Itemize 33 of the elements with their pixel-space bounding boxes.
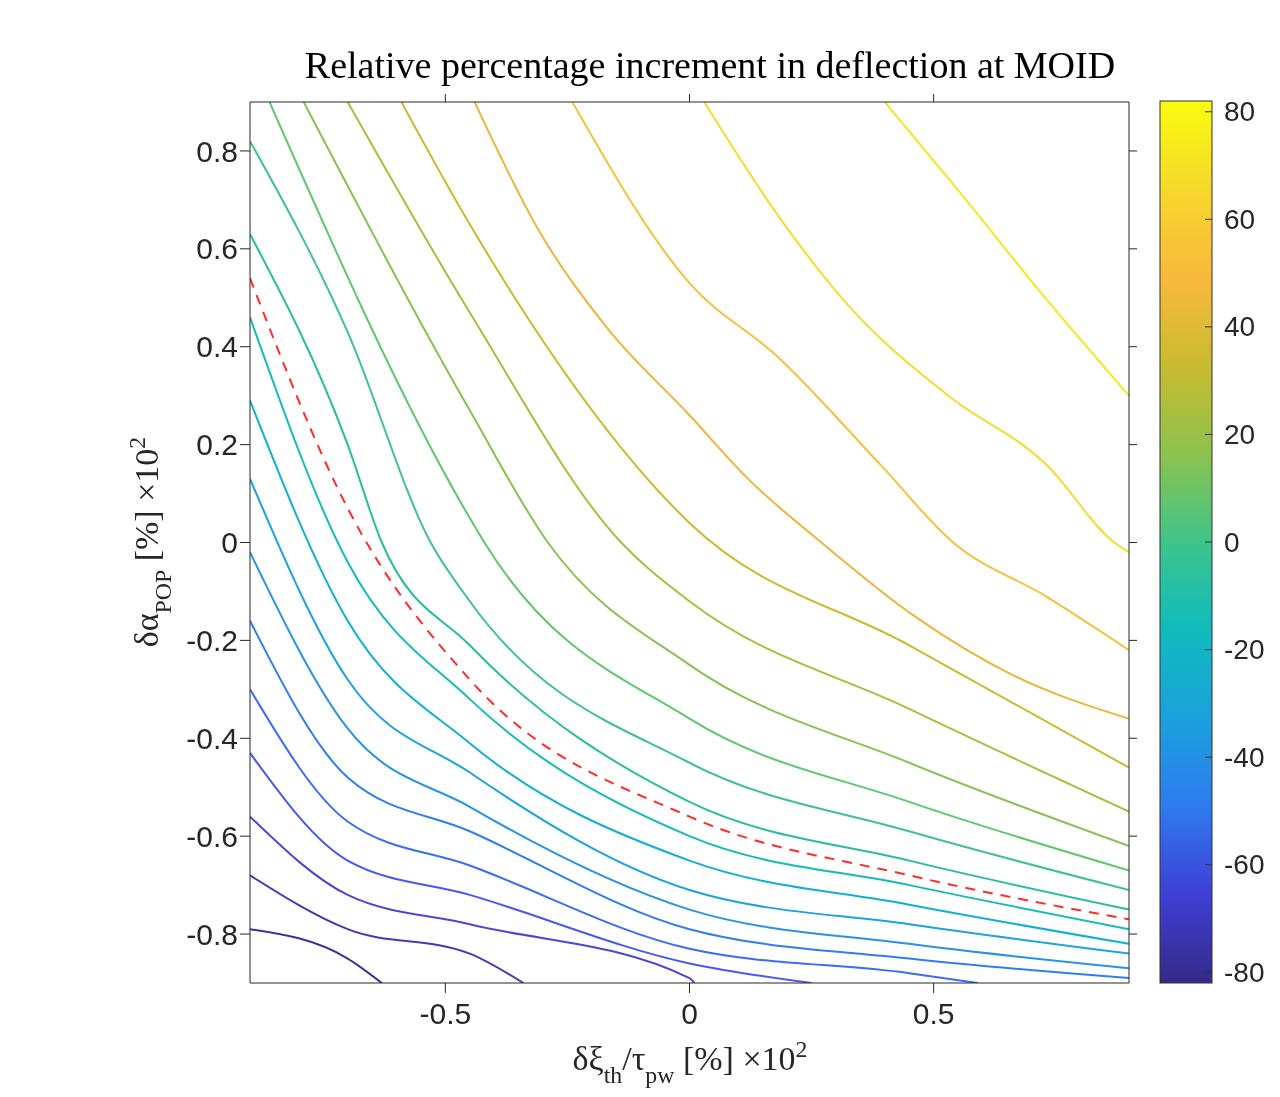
color-bar-label: 60 bbox=[1224, 203, 1256, 235]
line-series bbox=[473, 102, 1129, 720]
y-tick-label: -0.6 bbox=[186, 819, 238, 853]
line-series bbox=[703, 102, 1129, 554]
y-tick-label: 0.4 bbox=[196, 330, 238, 364]
x-tick-label: 0.5 bbox=[912, 997, 955, 1031]
chart-title: Relative percentage increment in deflection at MOID bbox=[304, 44, 1116, 86]
line-series bbox=[250, 477, 1129, 955]
x-axis-title: δξ$_{th}$/τ$_{pw}$ [%] ×10$^{2}$ bbox=[572, 1036, 808, 1088]
line-series bbox=[250, 551, 1129, 970]
y-tick-label: 0.2 bbox=[196, 428, 238, 462]
color-bar-label: 40 bbox=[1224, 311, 1256, 343]
y-tick-label: 0.6 bbox=[196, 232, 238, 266]
line-series bbox=[571, 102, 1129, 652]
color-bar-label: -20 bbox=[1224, 634, 1265, 666]
color-bar-label: -60 bbox=[1224, 849, 1265, 881]
line-series bbox=[250, 815, 696, 983]
color-bar-label: -80 bbox=[1224, 956, 1265, 988]
color-bar-label: 80 bbox=[1224, 96, 1256, 128]
line-series bbox=[250, 399, 1129, 945]
y-tick-label: 0.8 bbox=[196, 134, 238, 168]
y-tick-label: 0 bbox=[221, 526, 238, 560]
y-tick-label: -0.4 bbox=[186, 721, 238, 755]
color-bar-label: 20 bbox=[1224, 418, 1256, 450]
line-series bbox=[250, 619, 1129, 980]
x-tick-label: 0 bbox=[681, 997, 698, 1031]
color-bar-label: -40 bbox=[1224, 741, 1265, 773]
line-series bbox=[883, 102, 1129, 397]
y-tick-label: -0.2 bbox=[186, 624, 238, 658]
y-tick-label: -0.8 bbox=[186, 917, 238, 951]
x-tick-label: -0.5 bbox=[419, 997, 472, 1031]
line-series bbox=[250, 874, 525, 983]
color-bar-label: 0 bbox=[1224, 526, 1240, 558]
